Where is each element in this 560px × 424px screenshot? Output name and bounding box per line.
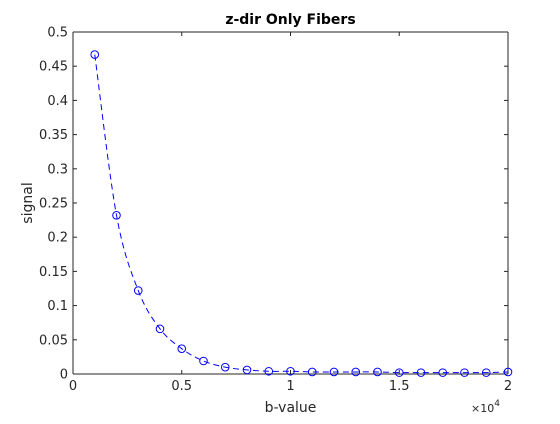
data-point-marker [112,211,121,220]
data-point-marker [329,367,339,377]
y-axis-label: signal [20,182,36,223]
y-tick-label: 0.3 [47,162,68,177]
y-tick-label: 0.35 [39,128,68,143]
data-point-marker [199,356,208,366]
x-tick-label: 0 [69,379,77,394]
series-group [90,50,513,377]
data-point-marker [373,367,382,377]
chart-title: z-dir Only Fibers [225,12,355,28]
y-tick-label: 0.15 [39,265,68,280]
series-line [94,54,509,374]
x-tick-label: 0.5 [171,379,192,394]
data-point-marker [90,50,100,59]
data-point-marker [286,366,295,376]
x-tick-label: 1.5 [389,379,410,394]
plot-area [73,32,508,374]
y-tick-label: 0.2 [47,231,68,246]
x-exponent-label: ×104 [471,399,500,415]
data-point-marker [460,368,469,377]
x-tick-label: 2 [504,379,512,394]
data-point-marker [220,362,230,372]
y-tick-label: 0.25 [39,197,68,212]
data-point-marker [394,368,404,377]
data-point-marker [177,344,187,353]
y-tick-label: 0.45 [39,60,68,75]
x-exponent-base: ×10 [471,402,494,415]
y-tick-label: 0.4 [47,94,68,109]
y-tick-label: 0 [60,368,68,383]
x-tick-label: 1 [286,379,294,394]
y-tick-label: 0.05 [39,333,68,348]
data-point-marker [242,365,252,375]
x-exponent-power: 4 [494,399,500,409]
y-tick-label: 0.5 [47,26,68,41]
data-point-marker [351,367,361,377]
data-point-marker [155,324,165,334]
axes: 0 0.5 1 1.5 2 0 0.05 0.1 0.15 0.2 0.25 0.3 0.35 0.4 0.… [39,26,512,395]
y-tick-label: 0.1 [47,299,68,314]
data-point-marker [133,286,143,295]
data-point-marker [481,368,491,377]
data-point-marker [264,366,274,376]
x-axis-label: b-value [265,400,317,416]
data-point-marker [307,367,317,377]
data-point-marker [416,368,426,377]
data-point-marker [438,368,448,377]
data-point-marker [503,367,513,377]
